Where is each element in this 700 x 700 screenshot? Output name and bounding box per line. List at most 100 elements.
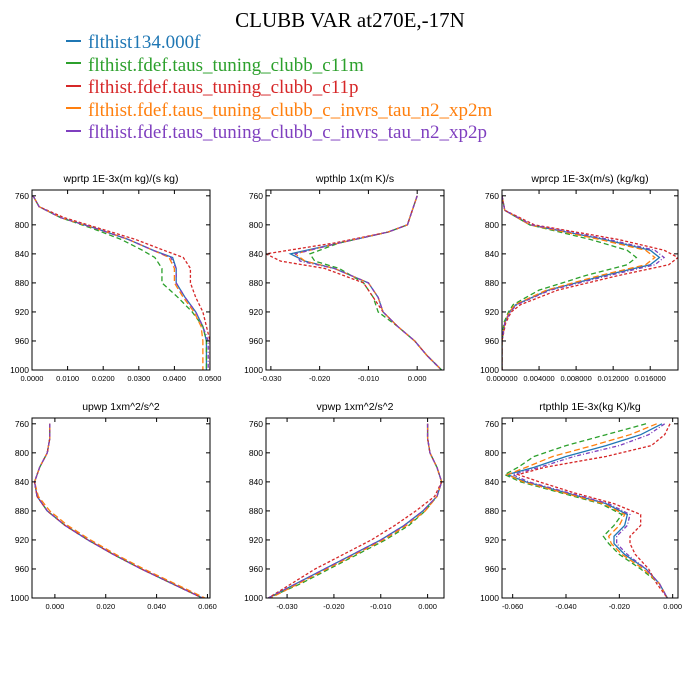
legend-label: flthist.fdef.taus_tuning_clubb_c11p: [88, 77, 359, 98]
x-tick-label: 0.0200: [92, 374, 115, 383]
series-line: [268, 423, 443, 598]
y-tick-label: 960: [15, 564, 29, 574]
series-line: [32, 195, 208, 370]
y-tick-label: 920: [249, 307, 263, 317]
chart-panel: wprtp 1E-3x(m kg)/(s kg) 760 800 840 880 920 9…: [10, 173, 221, 383]
page-title: CLUBB VAR at270E,-17N: [235, 8, 465, 32]
x-tick-label: 0.008000: [560, 374, 591, 383]
y-tick-label: 760: [15, 419, 29, 429]
x-tick-label: -0.030: [260, 374, 281, 383]
series-line: [503, 423, 668, 598]
y-tick-label: 1000: [244, 593, 263, 603]
panel-title: wprcp 1E-3x(m/s) (kg/kg): [530, 173, 648, 185]
x-tick-label: 0.000000: [486, 374, 517, 383]
x-tick-label: -0.020: [323, 602, 344, 611]
y-tick-label: 760: [485, 191, 499, 201]
legend-swatch: [66, 84, 81, 87]
panel-title: vpwp 1xm^2/s^2: [317, 401, 394, 413]
panel-title: wprtp 1E-3x(m kg)/(s kg): [63, 173, 179, 185]
legend-swatch: [66, 107, 81, 110]
y-tick-label: 1000: [10, 365, 29, 375]
y-tick-label: 800: [485, 220, 499, 230]
y-tick-label: 960: [249, 336, 263, 346]
series-line: [33, 423, 203, 598]
x-tick-label: -0.060: [502, 602, 523, 611]
series-line: [502, 195, 678, 370]
y-tick-label: 1000: [10, 593, 29, 603]
legend-item: flthist.fdef.taus_tuning_clubb_c11p: [66, 77, 492, 100]
legend-swatch: [66, 62, 81, 65]
x-tick-label: -0.010: [358, 374, 379, 383]
series-line: [33, 423, 203, 598]
y-tick-label: 920: [249, 535, 263, 545]
legend-label: flthist.fdef.taus_tuning_clubb_c11m: [88, 54, 364, 76]
plot-frame: [265, 417, 445, 599]
legend-swatch: [66, 129, 81, 132]
series-line: [294, 195, 443, 370]
legend-label: flthist.fdef.taus_tuning_clubb_c_invrs_t…: [88, 122, 487, 143]
chart-panel: wpthlp 1x(m K)/s7608008408809209601000-0…: [244, 173, 445, 383]
chart-panel: wprcp 1E-3x(m/s) (kg/kg) 760 800 840 880 920 9…: [480, 173, 679, 383]
y-tick-label: 1000: [244, 365, 263, 375]
x-tick-label: 0.0000: [21, 374, 44, 383]
series-line: [32, 195, 204, 370]
x-tick-label: 0.012000: [598, 374, 629, 383]
legend: flthist134.000f flthist.fdef.taus_tuning…: [66, 32, 492, 145]
y-tick-label: 760: [249, 419, 263, 429]
series-line: [32, 195, 209, 370]
y-tick-label: 840: [15, 477, 29, 487]
legend-label: flthist134.000f: [88, 32, 201, 53]
y-tick-label: 760: [485, 419, 499, 429]
legend-item: flthist134.000f: [66, 32, 492, 55]
legend-swatch: [66, 39, 81, 42]
series-line: [33, 423, 203, 598]
x-tick-label: 0.016000: [635, 374, 666, 383]
series-line: [515, 423, 671, 598]
plot-frame: [31, 189, 211, 371]
y-tick-label: 800: [15, 448, 29, 458]
x-tick-label: 0.000: [418, 602, 437, 611]
legend-item: flthist.fdef.taus_tuning_clubb_c_invrs_t…: [66, 122, 492, 145]
plot-frame: [501, 417, 679, 599]
x-tick-label: 0.000: [408, 374, 427, 383]
y-tick-label: 920: [485, 535, 499, 545]
y-tick-label: 920: [15, 535, 29, 545]
x-tick-label: 0.0300: [127, 374, 150, 383]
series-line: [505, 423, 668, 598]
y-tick-label: 960: [485, 336, 499, 346]
x-tick-label: 0.040: [147, 602, 166, 611]
y-tick-label: 960: [15, 336, 29, 346]
x-tick-label: -0.030: [276, 602, 297, 611]
series-line: [32, 195, 208, 370]
x-tick-label: -0.010: [370, 602, 391, 611]
chart-panel: rtpthlp 1E-3x(kg K)/kg 760 800 840 880 920 960…: [480, 401, 682, 611]
y-tick-label: 920: [485, 307, 499, 317]
series-line: [505, 423, 668, 598]
y-tick-label: 800: [249, 220, 263, 230]
series-line: [308, 195, 443, 370]
panel-title: upwp 1xm^2/s^2: [82, 401, 160, 413]
legend-item: flthist.fdef.taus_tuning_clubb_c11m: [66, 55, 492, 78]
y-tick-label: 880: [249, 506, 263, 516]
series-line: [33, 423, 206, 598]
series-line: [33, 423, 203, 598]
x-tick-label: 0.000: [663, 602, 682, 611]
series-line: [510, 423, 668, 598]
series-line: [502, 195, 638, 370]
x-tick-label: 0.0100: [56, 374, 79, 383]
y-tick-label: 880: [15, 506, 29, 516]
y-tick-label: 840: [15, 249, 29, 259]
panel-title: rtpthlp 1E-3x(kg K)/kg: [539, 401, 641, 413]
chart-panel: vpwp 1xm^2/s^2 760 800 840 880 920 960 1000 -0.0…: [244, 401, 445, 611]
plot-frame: [31, 417, 211, 599]
x-tick-label: 0.020: [96, 602, 115, 611]
x-tick-label: -0.040: [555, 602, 576, 611]
series-line: [32, 195, 210, 370]
x-tick-label: 0.0500: [199, 374, 222, 383]
x-tick-label: -0.020: [609, 602, 630, 611]
y-tick-label: 800: [15, 220, 29, 230]
y-tick-label: 840: [485, 249, 499, 259]
y-tick-label: 960: [249, 564, 263, 574]
legend-label: flthist.fdef.taus_tuning_clubb_c_invrs_t…: [88, 99, 493, 121]
